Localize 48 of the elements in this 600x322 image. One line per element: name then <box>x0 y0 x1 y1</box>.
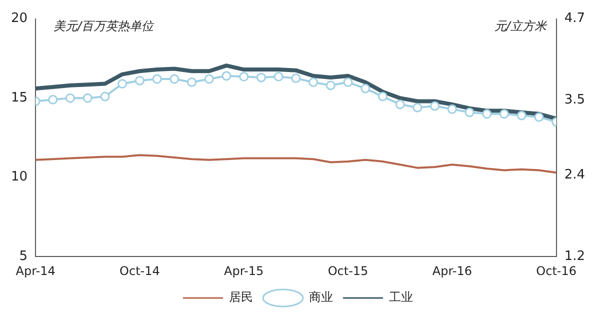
y-axis-title: 美元/百万英热单位 <box>54 18 155 33</box>
x-tick-label: Oct-15 <box>328 264 368 278</box>
point <box>378 92 388 102</box>
point <box>66 93 76 103</box>
point <box>516 110 526 120</box>
point <box>291 74 301 83</box>
x-tick-label: Apr-14 <box>16 264 56 278</box>
x-tick-label: Apr-16 <box>432 264 472 278</box>
point <box>482 109 492 119</box>
point <box>534 112 544 122</box>
point <box>308 77 318 87</box>
point <box>256 72 266 82</box>
point <box>222 71 232 81</box>
y-tick-label: 20 <box>10 11 28 26</box>
point <box>187 77 197 87</box>
y-tick-label: 15 <box>10 90 28 106</box>
point <box>152 74 162 84</box>
legend-label: 工业 <box>389 290 413 304</box>
x-tick-label: Oct-16 <box>536 264 577 278</box>
y2-tick-label: 3.5 <box>564 92 586 108</box>
y2-axis-title: 元/立方米 <box>494 18 548 33</box>
x-tick-label: Apr-15 <box>224 264 264 278</box>
point <box>464 108 474 118</box>
point <box>447 104 457 114</box>
y2-tick-label: 1.2 <box>564 248 586 264</box>
legend-label: 居民 <box>229 290 253 304</box>
legend-label: 商业 <box>309 290 333 304</box>
point <box>412 102 422 112</box>
point <box>204 74 214 84</box>
point <box>82 93 92 103</box>
point <box>134 76 144 86</box>
point <box>343 77 353 87</box>
point <box>118 79 128 89</box>
x-tick-label: Oct-14 <box>120 264 160 278</box>
y2-tick-label: 4.7 <box>564 11 586 26</box>
point <box>326 80 336 90</box>
point <box>100 92 110 102</box>
point <box>500 109 509 119</box>
point <box>360 84 370 94</box>
point <box>395 100 405 110</box>
point <box>170 74 180 84</box>
y2-tick-label: 2.4 <box>564 167 586 182</box>
y-tick-label: 5 <box>19 248 28 264</box>
point <box>430 101 440 111</box>
y-tick-label: 10 <box>10 170 28 185</box>
point <box>274 72 284 82</box>
point <box>239 72 249 82</box>
point <box>48 94 58 104</box>
